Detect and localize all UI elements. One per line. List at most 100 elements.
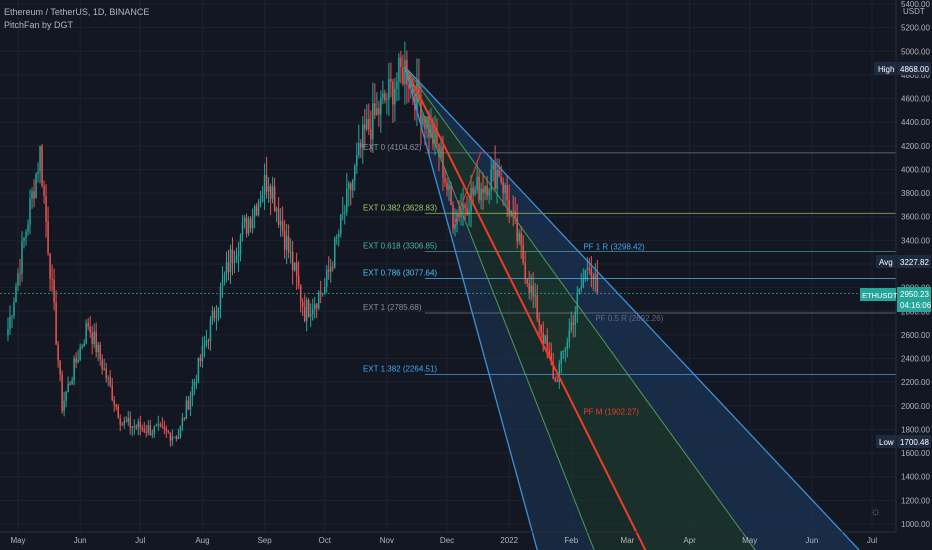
pitchfan-label: PF 1 R (3298.42) (583, 242, 645, 251)
candle-body (434, 128, 436, 145)
candle-body (478, 176, 480, 201)
time-axis[interactable]: May Jun Jul Aug Sep Oct Nov Dec 2022 Feb Mar Apr May… (0, 531, 896, 545)
candle-body (185, 400, 188, 419)
candle-body (131, 426, 134, 428)
price-tick-label: 3400.00 (901, 236, 930, 245)
candle-body (404, 59, 406, 85)
price-tick-label: 1000.00 (901, 520, 930, 529)
candle-body (454, 224, 456, 230)
fan-line-lower-mid (404, 66, 595, 550)
candle-body (464, 204, 466, 208)
price-tick-label: 1200.00 (901, 496, 930, 505)
candle-body (430, 123, 432, 138)
candle-body (239, 235, 242, 255)
candle-body (193, 381, 196, 387)
candle-body (528, 283, 530, 293)
time-tick-label: Oct (318, 536, 331, 545)
price-tick-label: 2200.00 (901, 378, 930, 387)
candle-body (344, 212, 346, 214)
time-tick-label: May (742, 536, 757, 545)
candle-body (91, 332, 93, 344)
candle-body (265, 174, 268, 192)
candle-body (331, 266, 334, 268)
candle-body (432, 123, 434, 145)
extension-level-label: EXT 1 (2785.68) (363, 303, 422, 312)
candle-body (420, 101, 422, 125)
candle-body (542, 332, 544, 344)
high-value: 4868.00 (900, 65, 929, 74)
candle-body (338, 233, 340, 238)
avg-value: 3227.82 (900, 258, 929, 267)
symbol-title[interactable]: Ethereum / TetherUS, 1D, BINANCE (4, 7, 150, 17)
price-tick-label: 5400.00 (901, 0, 930, 9)
candle-body (181, 418, 184, 426)
candle-body (446, 182, 448, 190)
high-label: High (878, 65, 894, 74)
candle-body (586, 268, 589, 270)
candle-body (139, 421, 142, 429)
candle-body (556, 380, 559, 382)
candle-body (506, 184, 508, 201)
time-tick-label: Jul (135, 536, 145, 545)
price-tick-label: 1400.00 (901, 473, 930, 482)
candle-body (261, 194, 264, 202)
time-tick-label: Dec (440, 536, 454, 545)
candle-body (550, 353, 552, 363)
candle-body (173, 436, 176, 438)
price-badge: ETHUSDT 2950.23 04:16:06 (860, 287, 932, 312)
candle-body (462, 204, 464, 211)
candle-body (578, 288, 581, 295)
time-tick-label: Jul (867, 536, 877, 545)
candle-body (442, 146, 444, 179)
candle-body (295, 262, 298, 276)
candle-body (281, 221, 284, 231)
candle-body (544, 335, 546, 344)
candle-body (297, 275, 300, 286)
candle-body (227, 262, 230, 273)
candle-body (207, 340, 210, 342)
candle-body (386, 99, 388, 101)
candle-body (410, 80, 412, 89)
settings-icon[interactable]: ☼ (870, 504, 881, 518)
indicator-title[interactable]: PitchFan by DGT (4, 20, 74, 30)
candle-body (213, 310, 216, 319)
candle-body (346, 188, 348, 213)
candle-body (394, 88, 396, 105)
candle-body (197, 357, 200, 382)
candle-body (562, 350, 565, 352)
candle-body (137, 421, 140, 428)
time-tick-label: Jun (74, 536, 87, 545)
candle-body (592, 276, 595, 279)
level-labels: EXT 0 (4104.62) EXT 0.382 (3628.83) EXT 0.… (363, 143, 664, 416)
candle-body (398, 57, 400, 82)
candle-body (520, 233, 522, 245)
candle-body (119, 418, 121, 425)
candle-body (271, 186, 274, 199)
candle-body (360, 142, 362, 148)
candle-body (67, 383, 69, 393)
candle-body (362, 124, 364, 148)
countdown: 04:16:06 (900, 301, 932, 310)
low-value: 1700.48 (900, 438, 929, 447)
candle-body (65, 392, 67, 401)
candle-body (392, 81, 394, 105)
candle-body (329, 266, 332, 272)
candle-body (75, 358, 77, 363)
candle-body (293, 262, 296, 271)
candle-body (183, 418, 186, 420)
candle-body (402, 67, 404, 85)
candle-body (568, 329, 571, 342)
candle-body (538, 318, 540, 325)
candle-body (566, 341, 569, 350)
candle-body (496, 170, 498, 189)
price-tick-label: 4200.00 (901, 142, 930, 151)
candle-body (540, 324, 542, 333)
time-tick-label: Nov (380, 536, 394, 545)
candle-body (111, 385, 113, 401)
candle-body (57, 344, 59, 361)
price-tick-label: 2000.00 (901, 402, 930, 411)
extension-level-label: EXT 1.382 (2264.51) (363, 365, 437, 374)
candle-body (532, 285, 534, 297)
candle-body (382, 93, 384, 98)
